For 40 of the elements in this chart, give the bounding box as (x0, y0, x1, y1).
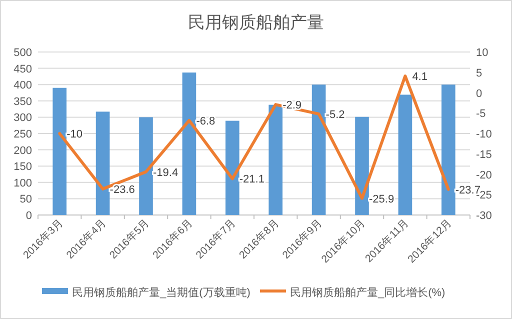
y-tick-label: 0 (26, 210, 32, 222)
y2-tick-label: 5 (476, 67, 482, 80)
bar (225, 120, 240, 215)
data-label: 4.1 (412, 71, 428, 84)
bar (268, 104, 283, 215)
bar (96, 112, 110, 215)
data-label: -19.4 (153, 166, 178, 179)
bar (139, 117, 153, 215)
y2-tick-label: -20 (476, 169, 492, 182)
y-tick-label: 450 (14, 63, 32, 76)
data-label: -21.1 (239, 174, 264, 186)
data-label: -25.9 (369, 193, 394, 206)
legend-label: 民用钢质船舶产量_当期值(万载重吨) (72, 286, 250, 299)
y-tick-label: 50 (20, 194, 32, 206)
bar (355, 116, 369, 215)
y-tick-label: 200 (14, 144, 32, 157)
y2-tick-label: -15 (476, 148, 492, 161)
y-tick-label: 500 (14, 47, 32, 59)
bar (182, 72, 196, 215)
y-tick-label: 350 (14, 96, 32, 108)
y-tick-label: 400 (14, 80, 32, 92)
data-label: -23.6 (110, 184, 135, 196)
data-label: -5.2 (326, 108, 345, 121)
y2-tick-label: -10 (476, 128, 492, 140)
y2-tick-label: 10 (476, 47, 488, 59)
data-label: -6.8 (196, 115, 216, 128)
bar (398, 94, 412, 215)
bar (441, 84, 456, 215)
data-label: -10 (66, 128, 83, 140)
chart-title: 民用钢质船舶产量 (188, 13, 324, 32)
y-tick-label: 250 (14, 128, 32, 140)
y2-tick-label: -30 (476, 210, 492, 222)
y2-tick-label: -5 (476, 108, 486, 120)
y2-tick-label: 0 (476, 88, 482, 100)
legend-label: 民用钢质船舶产量_同比增长(%) (290, 286, 446, 299)
bar (312, 84, 326, 215)
y-tick-label: 100 (14, 177, 32, 190)
y-tick-label: 150 (14, 161, 32, 174)
bar (52, 88, 67, 215)
y-tick-label: 300 (14, 112, 32, 124)
